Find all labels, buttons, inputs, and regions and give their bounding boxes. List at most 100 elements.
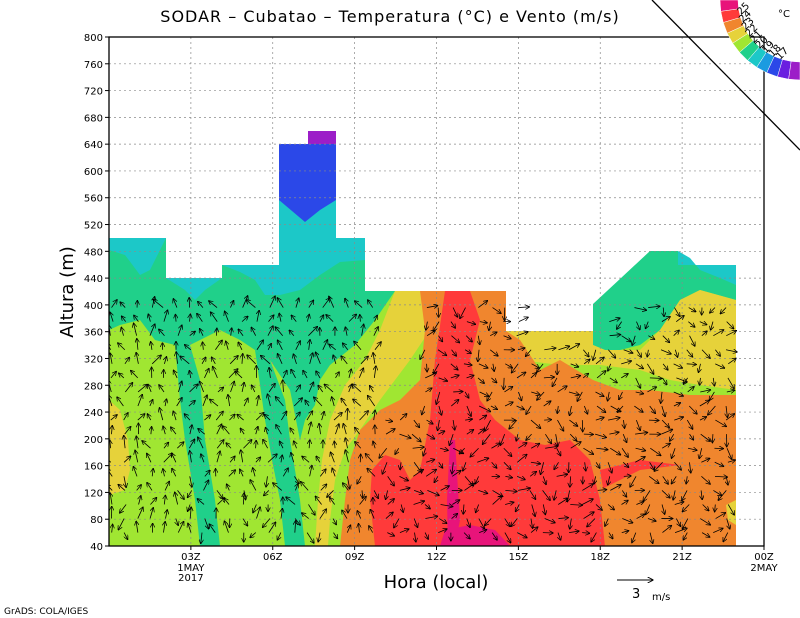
wind-vector bbox=[675, 518, 680, 527]
wind-vector bbox=[699, 400, 710, 407]
wind-vector bbox=[333, 412, 342, 421]
wind-vector bbox=[605, 518, 608, 527]
wind-vector bbox=[412, 447, 425, 448]
wind-vector bbox=[322, 340, 328, 350]
wind-vector bbox=[478, 490, 487, 493]
wind-vector bbox=[516, 372, 526, 379]
x-tick-label: 06Z bbox=[263, 552, 283, 563]
wind-vector bbox=[478, 349, 479, 362]
wind-vector bbox=[176, 352, 178, 364]
wind-vector bbox=[302, 456, 310, 463]
wind-vector bbox=[709, 391, 715, 400]
wind-vector bbox=[247, 355, 256, 365]
wind-vector bbox=[438, 378, 448, 381]
wind-vector bbox=[648, 476, 659, 483]
wind-vector bbox=[293, 412, 300, 421]
wind-vector bbox=[151, 342, 152, 350]
wind-vector bbox=[279, 441, 283, 449]
wind-vector bbox=[399, 488, 410, 491]
wind-vector bbox=[650, 447, 661, 455]
wind-vector bbox=[124, 426, 131, 435]
band-cyan-right bbox=[678, 251, 736, 285]
wind-vector bbox=[596, 405, 606, 413]
wind-vector bbox=[151, 355, 161, 365]
wind-vector bbox=[558, 518, 568, 519]
wind-vector bbox=[552, 377, 558, 387]
wind-vector bbox=[320, 315, 324, 322]
wind-vector bbox=[661, 419, 669, 428]
wind-vector bbox=[374, 366, 376, 378]
wind-vector bbox=[570, 518, 572, 530]
wind-vector bbox=[124, 435, 125, 449]
wind-vector bbox=[211, 357, 215, 365]
wind-vector bbox=[661, 317, 670, 322]
wind-vector bbox=[545, 433, 551, 444]
wind-vector bbox=[275, 327, 284, 336]
wind-vector bbox=[459, 447, 466, 454]
wind-vector bbox=[163, 442, 169, 449]
wind-vector bbox=[608, 391, 610, 401]
y-tick-label: 440 bbox=[84, 274, 103, 285]
reference-vector-unit: m/s bbox=[652, 592, 670, 603]
wind-vector bbox=[582, 373, 588, 379]
wind-vector bbox=[420, 349, 426, 360]
wind-vector bbox=[277, 340, 283, 350]
wind-vector bbox=[714, 476, 728, 477]
wind-vector bbox=[413, 419, 420, 428]
y-axis: 40 80 120 160 200 240 280 320 360 400 440 480 520 560… bbox=[84, 33, 109, 553]
wind-vector bbox=[147, 414, 150, 421]
wind-vector bbox=[426, 459, 435, 462]
y-tick-label: 80 bbox=[90, 515, 103, 526]
wind-vector bbox=[275, 397, 284, 407]
wind-vector bbox=[713, 377, 714, 386]
band-orange-lower-right bbox=[600, 460, 736, 546]
wind-vector bbox=[662, 476, 669, 484]
wind-vector bbox=[273, 483, 283, 491]
wind-vector bbox=[175, 492, 178, 505]
wind-vector bbox=[699, 448, 702, 458]
wind-vector bbox=[124, 532, 128, 540]
wind-vector bbox=[163, 521, 165, 533]
wind-vector bbox=[676, 316, 684, 322]
wind-vector bbox=[543, 504, 545, 514]
wind-vector bbox=[111, 426, 112, 435]
wind-vector bbox=[505, 502, 514, 504]
wind-vector bbox=[423, 448, 425, 456]
wind-vector bbox=[319, 423, 321, 435]
wind-vector bbox=[554, 462, 559, 469]
wind-vector bbox=[518, 317, 528, 322]
wind-vector bbox=[401, 504, 403, 512]
wind-vector bbox=[336, 372, 340, 379]
wind-vector bbox=[712, 434, 713, 443]
wind-vector bbox=[373, 490, 378, 498]
wind-vector bbox=[358, 368, 363, 379]
wind-vector bbox=[470, 447, 479, 457]
reference-vector-value: 3 bbox=[632, 587, 640, 602]
y-tick-label: 240 bbox=[84, 408, 103, 419]
wind-vector bbox=[308, 382, 313, 393]
wind-vector bbox=[291, 315, 297, 322]
wind-vector bbox=[701, 458, 709, 463]
wind-vector bbox=[425, 532, 428, 540]
wind-vector bbox=[277, 298, 284, 308]
wind-vector bbox=[595, 391, 604, 396]
wind-vector bbox=[500, 434, 506, 445]
wind-vector bbox=[121, 316, 127, 322]
wind-vector bbox=[359, 496, 367, 505]
wind-vector bbox=[621, 361, 631, 364]
wind-vector bbox=[243, 440, 251, 449]
wind-vector bbox=[609, 377, 617, 383]
wind-vector bbox=[359, 411, 369, 421]
wind-vector bbox=[326, 315, 334, 322]
wind-vector bbox=[370, 509, 375, 519]
x-axis-label: Hora (local) bbox=[384, 572, 489, 593]
wind-vector bbox=[465, 391, 469, 398]
wind-vector bbox=[595, 417, 604, 420]
wind-vector bbox=[491, 462, 497, 468]
wind-vector bbox=[591, 532, 597, 542]
wind-vector bbox=[253, 504, 257, 512]
wind-vector bbox=[110, 493, 112, 505]
wind-vector bbox=[583, 447, 593, 454]
